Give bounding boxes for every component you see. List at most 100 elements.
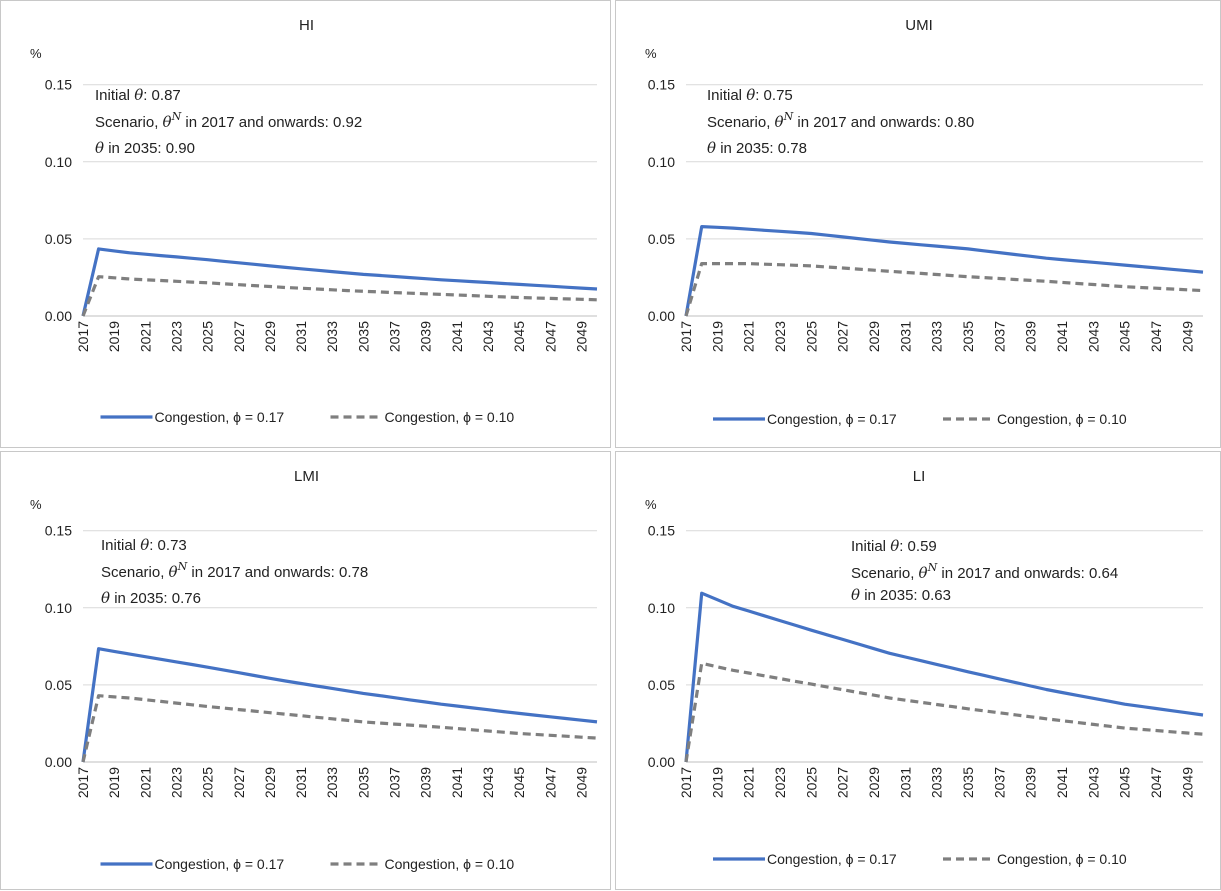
series-line-2 (81, 275, 598, 317)
series-line-1 (684, 591, 1204, 763)
x-tick-label: 2035 (960, 767, 976, 798)
x-tick-label: 2037 (387, 321, 403, 352)
x-tick-label: 2025 (200, 767, 216, 798)
theta-symbol: θ (746, 86, 755, 104)
annotation-initial: Initial θ: 0.87 (95, 86, 181, 104)
x-tick-label: 2023 (772, 321, 788, 352)
x-tick-label: 2021 (741, 321, 757, 352)
x-tick-label: 2045 (1117, 767, 1133, 798)
annotation-value: in 2035: 0.76 (110, 590, 201, 607)
x-tick-label: 2019 (709, 767, 725, 798)
x-tick-label: 2029 (262, 321, 278, 352)
y-tick-label: 0.05 (648, 231, 675, 247)
annotation-prefix: Scenario, (95, 114, 163, 131)
y-tick-label: 0.00 (45, 308, 72, 324)
x-tick-label: 2047 (542, 767, 558, 798)
series-line-2 (81, 694, 598, 763)
annotation-value: in 2017 and onwards: 0.92 (181, 114, 362, 131)
legend-label-2: Congestion, ϕ = 0.10 (385, 409, 515, 425)
x-tick-label: 2031 (293, 767, 309, 798)
annotation-scenario: Scenario, θN in 2017 and onwards: 0.92 (95, 110, 362, 131)
annotation-prefix: Initial (101, 537, 140, 554)
annotation-prefix: Initial (707, 87, 746, 104)
theta-superscript: N (783, 110, 794, 123)
theta-symbol: θ (851, 586, 860, 604)
annotation-value: in 2035: 0.78 (716, 140, 807, 157)
y-unit-label: % (645, 46, 657, 61)
x-tick-label: 2049 (1179, 767, 1195, 798)
chart-title: LI (913, 468, 926, 485)
x-tick-label: 2027 (835, 321, 851, 352)
y-unit-label: % (645, 497, 657, 512)
annotation-value: in 2017 and onwards: 0.80 (793, 114, 974, 131)
chart-panel-hi: HI% 0.00 0.05 0.10 0.15 2017 2019 2021 2023 2025 2… (0, 0, 611, 448)
y-tick-label: 0.10 (45, 154, 72, 170)
annotation-scenario: Scenario, θN in 2017 and onwards: 0.64 (851, 561, 1118, 582)
x-tick-label: 2025 (200, 321, 216, 352)
x-tick-label: 2021 (137, 321, 153, 352)
chart-panel-li: LI% 0.00 0.05 0.10 0.15 2017 2019 2021 2023 2025 2… (615, 451, 1221, 890)
x-tick-label: 2035 (355, 321, 371, 352)
theta-symbol: θ (707, 139, 716, 157)
y-tick-label: 0.00 (45, 754, 72, 770)
series-line-1 (81, 247, 598, 317)
x-tick-label: 2041 (449, 767, 465, 798)
legend-label-1: Congestion, ϕ = 0.17 (767, 851, 897, 867)
x-tick-label: 2027 (231, 767, 247, 798)
x-tick-label: 2037 (991, 767, 1007, 798)
theta-symbol: θ (140, 536, 149, 554)
chart-svg: HI% 0.00 0.05 0.10 0.15 2017 2019 2021 2023 2025 2… (30, 17, 598, 425)
theta-symbol: θ (101, 589, 110, 607)
x-tick-label: 2017 (678, 321, 694, 352)
x-tick-label: 2021 (137, 767, 153, 798)
annotation-2035: θ in 2035: 0.78 (707, 139, 807, 157)
y-tick-label: 0.10 (648, 154, 675, 170)
annotation-value: in 2017 and onwards: 0.78 (187, 564, 368, 581)
y-tick-label: 0.10 (648, 600, 675, 616)
theta-symbol: θ (95, 139, 104, 157)
chart-title: HI (299, 17, 314, 34)
theta-superscript: N (171, 110, 182, 123)
y-tick-label: 0.05 (648, 677, 675, 693)
y-tick-label: 0.05 (45, 231, 72, 247)
x-tick-label: 2043 (480, 767, 496, 798)
y-tick-label: 0.15 (45, 523, 72, 539)
x-tick-label: 2039 (418, 321, 434, 352)
legend-label-2: Congestion, ϕ = 0.10 (997, 851, 1127, 867)
x-tick-label: 2039 (418, 767, 434, 798)
annotation-scenario: Scenario, θN in 2017 and onwards: 0.80 (707, 110, 974, 131)
x-tick-label: 2047 (1148, 767, 1164, 798)
y-tick-label: 0.00 (648, 308, 675, 324)
y-tick-label: 0.10 (45, 600, 72, 616)
x-tick-label: 2049 (573, 767, 589, 798)
x-tick-label: 2017 (75, 767, 91, 798)
chart-title: LMI (294, 468, 319, 485)
x-tick-label: 2045 (1117, 321, 1133, 352)
annotation-initial: Initial θ: 0.73 (101, 536, 187, 554)
series-line-1 (684, 225, 1204, 317)
x-tick-label: 2049 (1179, 321, 1195, 352)
annotation-prefix: Scenario, (851, 565, 919, 582)
x-tick-label: 2027 (835, 767, 851, 798)
annotation-prefix: Scenario, (707, 114, 775, 131)
annotation-2035: θ in 2035: 0.90 (95, 139, 195, 157)
x-tick-label: 2041 (1054, 767, 1070, 798)
x-tick-label: 2033 (929, 321, 945, 352)
theta-symbol: θ (134, 86, 143, 104)
x-tick-label: 2043 (1085, 321, 1101, 352)
annotation-value: in 2035: 0.63 (860, 587, 951, 604)
x-tick-label: 2025 (803, 767, 819, 798)
chart-svg: LMI% 0.00 0.05 0.10 0.15 2017 2019 2021 2023 2025… (30, 468, 598, 872)
annotation-scenario: Scenario, θN in 2017 and onwards: 0.78 (101, 560, 368, 581)
x-tick-label: 2043 (480, 321, 496, 352)
x-tick-label: 2041 (449, 321, 465, 352)
x-tick-label: 2049 (573, 321, 589, 352)
series-line-1 (81, 647, 598, 763)
annotation-value: in 2017 and onwards: 0.64 (937, 565, 1118, 582)
x-tick-label: 2047 (542, 321, 558, 352)
theta-symbol: θ (169, 563, 178, 581)
x-tick-label: 2027 (231, 321, 247, 352)
annotation-value: : 0.87 (143, 87, 181, 104)
x-tick-label: 2029 (866, 321, 882, 352)
x-tick-label: 2037 (387, 767, 403, 798)
